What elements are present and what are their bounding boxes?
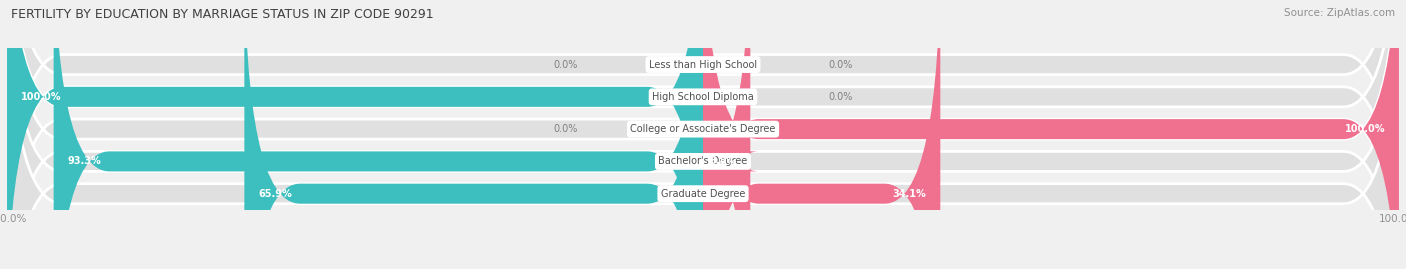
Text: 0.0%: 0.0%: [554, 124, 578, 134]
Text: 65.9%: 65.9%: [259, 189, 292, 199]
FancyBboxPatch shape: [695, 0, 759, 269]
FancyBboxPatch shape: [7, 0, 1399, 269]
FancyBboxPatch shape: [7, 0, 1399, 269]
Text: 0.0%: 0.0%: [828, 92, 852, 102]
Text: 34.1%: 34.1%: [893, 189, 927, 199]
Text: 0.0%: 0.0%: [554, 59, 578, 70]
FancyBboxPatch shape: [245, 0, 703, 269]
Text: 0.0%: 0.0%: [828, 59, 852, 70]
Text: Bachelor's Degree: Bachelor's Degree: [658, 156, 748, 167]
FancyBboxPatch shape: [703, 0, 1399, 269]
Text: 93.3%: 93.3%: [67, 156, 101, 167]
Text: Source: ZipAtlas.com: Source: ZipAtlas.com: [1284, 8, 1395, 18]
Text: Graduate Degree: Graduate Degree: [661, 189, 745, 199]
Text: 6.8%: 6.8%: [709, 156, 737, 167]
Text: 100.0%: 100.0%: [21, 92, 62, 102]
FancyBboxPatch shape: [53, 0, 703, 269]
FancyBboxPatch shape: [7, 0, 703, 269]
Text: FERTILITY BY EDUCATION BY MARRIAGE STATUS IN ZIP CODE 90291: FERTILITY BY EDUCATION BY MARRIAGE STATU…: [11, 8, 434, 21]
Text: High School Diploma: High School Diploma: [652, 92, 754, 102]
Text: 100.0%: 100.0%: [1344, 124, 1385, 134]
Text: Less than High School: Less than High School: [650, 59, 756, 70]
FancyBboxPatch shape: [7, 0, 1399, 269]
Text: College or Associate's Degree: College or Associate's Degree: [630, 124, 776, 134]
FancyBboxPatch shape: [7, 0, 1399, 269]
FancyBboxPatch shape: [7, 0, 1399, 269]
FancyBboxPatch shape: [703, 0, 941, 269]
